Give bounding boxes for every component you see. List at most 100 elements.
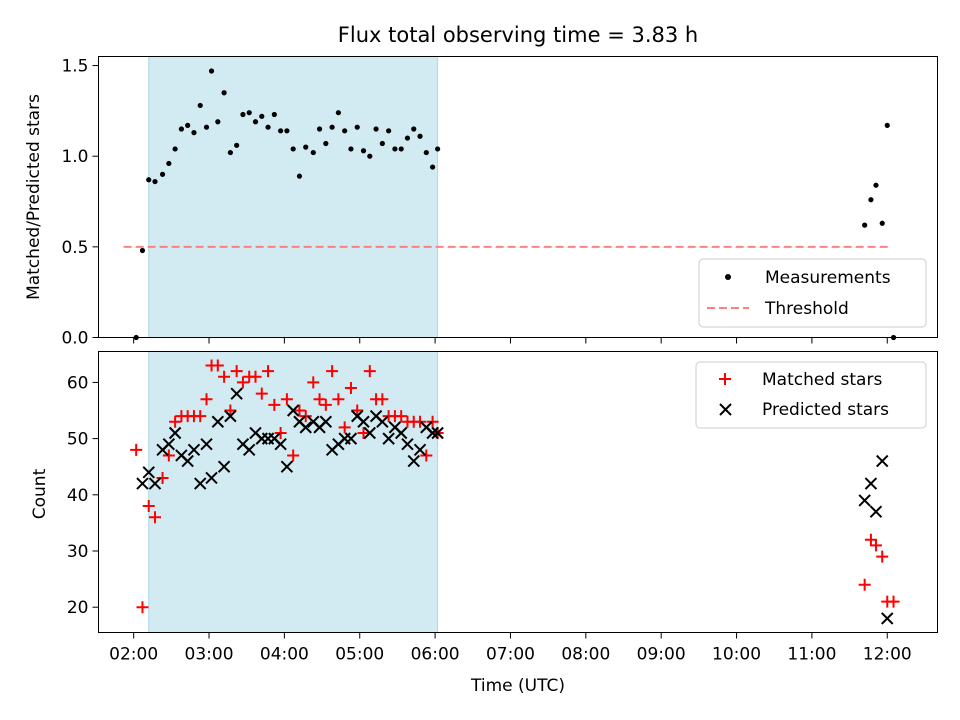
- matched-star-point: [332, 393, 345, 406]
- top-y-axis-ticks: 0.0 0.5 1.0 1.5: [61, 57, 99, 349]
- matched-star-point: [224, 404, 237, 417]
- matched-star-point: [876, 550, 889, 563]
- measurement-point: [185, 122, 191, 128]
- x-tick-label: 09:00: [637, 645, 686, 665]
- matched-star-point: [149, 511, 162, 524]
- predicted-star-point: [413, 443, 427, 457]
- bottom-y-tick-label: 60: [67, 373, 89, 393]
- legend-predicted-label: Predicted stars: [762, 400, 889, 420]
- predicted-star-point: [876, 454, 889, 468]
- x-tick-label: 03:00: [185, 645, 234, 665]
- x-axis-label: Time (UTC): [470, 676, 565, 696]
- predicted-star-point: [394, 426, 408, 440]
- top-y-tick-label: 1.5: [61, 57, 88, 77]
- measurement-point: [178, 126, 184, 132]
- matched-star-point: [236, 376, 249, 389]
- measurement-point: [310, 149, 316, 156]
- measurement-point: [203, 124, 210, 130]
- predicted-star-point: [344, 432, 358, 445]
- matched-star-point: [858, 578, 871, 591]
- measurement-point: [873, 182, 879, 188]
- measurement-point: [360, 148, 367, 154]
- matched-star-point: [230, 365, 243, 378]
- measurement-point: [290, 146, 296, 152]
- measurement-point: [348, 146, 354, 152]
- measurement-point: [386, 128, 392, 134]
- measurement-point: [335, 110, 341, 116]
- predicted-star-point: [243, 443, 256, 457]
- predicted-star-point: [181, 454, 194, 468]
- measurement-point: [868, 197, 874, 203]
- matched-star-point: [869, 539, 882, 552]
- matched-star-point: [211, 359, 224, 372]
- matched-star-point: [287, 449, 300, 462]
- top-legend-box: [698, 258, 927, 328]
- matched-star-point: [326, 365, 339, 378]
- predicted-star-point: [426, 426, 439, 440]
- predicted-star-point: [162, 438, 176, 451]
- matched-star-point: [357, 426, 370, 439]
- x-tick-label: 06:00: [411, 645, 460, 665]
- matched-star-point: [338, 421, 351, 434]
- top-y-tick-label: 0.5: [61, 238, 88, 258]
- x-tick-label: 11:00: [787, 645, 836, 665]
- matched-star-point: [307, 376, 320, 389]
- measurement-point: [392, 146, 398, 152]
- x-tick-label: 10:00: [712, 645, 761, 665]
- matched-star-point: [200, 393, 213, 406]
- predicted-star-point: [211, 415, 225, 428]
- matched-star-point: [268, 398, 281, 411]
- bottom-legend: Matched stars Predicted stars: [695, 361, 927, 429]
- bottom-y-axis-label: Count: [30, 468, 50, 519]
- legend-matched-marker: [719, 373, 731, 385]
- measurement-point: [166, 160, 172, 167]
- measurement-point: [404, 135, 411, 141]
- measurement-point: [215, 119, 221, 125]
- bottom-legend-box: [695, 361, 927, 429]
- measurement-point: [265, 124, 271, 130]
- matched-star-point: [376, 393, 389, 406]
- measurement-point: [208, 68, 215, 74]
- measurement-point: [423, 149, 429, 156]
- x-tick-label: 04:00: [260, 645, 309, 665]
- measurement-point: [252, 119, 259, 125]
- measurement-point: [417, 133, 423, 139]
- measurement-point: [197, 102, 203, 109]
- bottom-y-tick-label: 50: [67, 430, 89, 450]
- predicted-star-point: [858, 494, 871, 507]
- predicted-star-point: [357, 415, 370, 428]
- x-tick-label: 02:00: [109, 645, 158, 665]
- matched-star-point: [299, 410, 312, 423]
- x-tick-label: 12:00: [863, 645, 912, 665]
- matched-star-point: [351, 404, 364, 417]
- measurement-point: [862, 222, 868, 228]
- measurement-point: [191, 130, 197, 136]
- predicted-star-point: [407, 454, 420, 468]
- legend-threshold-label: Threshold: [764, 299, 849, 319]
- predicted-star-point: [382, 432, 395, 445]
- x-tick-label: 08:00: [561, 645, 610, 665]
- matched-star-point: [280, 393, 293, 406]
- matched-star-point: [864, 533, 877, 546]
- matched-star-point: [363, 365, 376, 378]
- matched-star-point: [156, 471, 169, 484]
- bottom-observing-window: [148, 351, 439, 633]
- matched-star-point: [426, 415, 439, 428]
- top-y-axis-label: Matched/Predicted stars: [24, 94, 44, 300]
- matched-star-point: [136, 601, 149, 614]
- matched-star-point: [319, 398, 332, 411]
- measurement-point: [221, 90, 227, 96]
- top-legend: Measurements Threshold: [698, 258, 927, 328]
- predicted-star-point: [142, 466, 155, 479]
- matched-star-point: [218, 370, 231, 383]
- predicted-star-point: [168, 426, 182, 440]
- measurement-point: [879, 220, 885, 226]
- legend-measurements-marker: [725, 274, 731, 280]
- bottom-panel: 20 30 40 50 60 02:00 03:00 04:00 05:00 06:00 07:0…: [30, 351, 938, 696]
- top-axes-frame: [98, 56, 938, 338]
- measurement-point: [329, 124, 335, 130]
- top-x-axis-ticks: [133, 337, 888, 344]
- measurement-point: [303, 144, 309, 150]
- matched-star-point: [414, 415, 427, 428]
